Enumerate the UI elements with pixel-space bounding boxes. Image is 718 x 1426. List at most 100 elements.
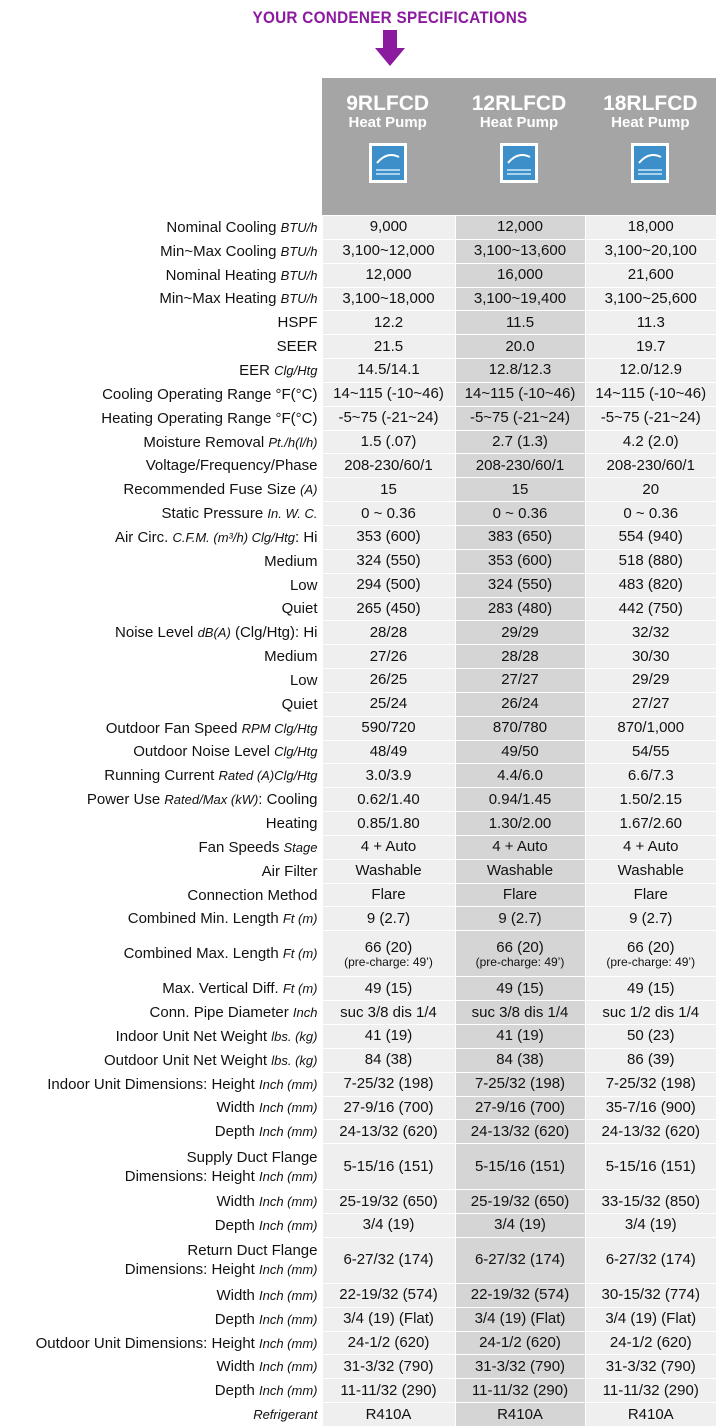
spec-value: R410A (584, 1402, 716, 1426)
value-text: 208-230/60/1 (475, 456, 565, 474)
spec-row: Indoor Unit Dimensions: Height Inch (mm)… (0, 1071, 716, 1097)
label-text: Voltage/Frequency/Phase (145, 457, 318, 475)
value-text: 15 (380, 480, 397, 498)
value-text: 49 (15) (496, 979, 544, 997)
model-name: 18RLFCD (603, 92, 698, 115)
value-text: 6.6/7.3 (627, 766, 674, 784)
label-unit: Inch (mm) (259, 1124, 318, 1140)
energy-star-icon (368, 143, 407, 183)
column-header: 9RLFCD Heat Pump (322, 78, 453, 215)
spec-value: 1.50/2.15 (584, 787, 716, 812)
spec-value: 84 (38) (321, 1047, 455, 1073)
spec-label: Medium (0, 645, 322, 669)
spec-label: Noise Level dB(A) (Clg/Htg): Hi (0, 621, 322, 645)
label-text: Min~Max Cooling (160, 242, 277, 260)
value-text: 6-27/32 (174) (605, 1251, 696, 1269)
label-line: Cooling Operating Range °F(°C) (0, 385, 317, 404)
spec-label: Moisture Removal Pt./h(l/h) (0, 430, 322, 454)
label-unit: Ft (m) (282, 946, 318, 962)
value-text: 25-19/32 (650) (339, 1192, 438, 1210)
spec-label: SEER (0, 335, 322, 359)
spec-value: 1.30/2.00 (454, 811, 585, 836)
spec-value: 49 (15) (454, 976, 585, 1001)
value-text: 48/49 (369, 742, 408, 760)
spec-value: 11.3 (584, 310, 716, 335)
spec-label: Quiet (0, 692, 322, 716)
value-text: Flare (371, 886, 406, 904)
spec-label: Outdoor Fan Speed RPM Clg/Htg (0, 716, 322, 740)
spec-row: Combined Max. Length Ft (m) 66 (20) (pre-c… (0, 930, 716, 977)
spec-value: 7-25/32 (198) (584, 1071, 716, 1097)
spec-value: 24-1/2 (620) (454, 1330, 585, 1355)
spec-label: Depth Inch (mm) (0, 1214, 322, 1238)
label-line: Outdoor Noise Level Clg/Htg (0, 742, 317, 761)
model-name: 9RLFCD (346, 92, 430, 115)
spec-value: 15 (321, 477, 455, 502)
spec-value: 353 (600) (454, 548, 585, 574)
label-line: Running Current Rated (A)Clg/Htg (0, 766, 317, 785)
spec-row: Width Inch (mm) 31-3/32 (790) 31-3/32 (790… (0, 1354, 716, 1379)
value-text: 294 (500) (356, 576, 421, 594)
spec-row: Noise Level dB(A) (Clg/Htg): Hi 28/28 29/2… (0, 620, 716, 645)
value-text: 86 (39) (626, 1051, 675, 1069)
spec-value: 5-15/16 (151) (321, 1143, 455, 1190)
spec-row: Quiet 25/24 26/24 27/27 (0, 691, 716, 717)
spec-value: 0.94/1.45 (454, 787, 585, 812)
value-text: suc 3/8 dis 1/4 (340, 1003, 437, 1021)
value-text: 25/24 (369, 695, 408, 713)
spec-value: 25-19/32 (650) (321, 1189, 455, 1214)
header: 9RLFCD Heat Pump 12RLFCD Heat Pump 18RLFCD He… (322, 78, 716, 215)
label-text: Min~Max Heating (159, 290, 277, 308)
value-text: 9 (2.7) (498, 909, 542, 927)
spec-label: Static Pressure In. W. C. (0, 502, 322, 526)
value-text: 33-15/32 (850) (601, 1192, 700, 1210)
spec-label: Recommended Fuse Size (A) (0, 478, 322, 502)
value-note: (pre-charge: 49’) (344, 954, 433, 969)
value-text: 7-25/32 (198) (474, 1075, 566, 1093)
spec-value: 3/4 (19) (Flat) (454, 1306, 585, 1332)
label-text: Width (216, 1286, 255, 1304)
spec-value: suc 3/8 dis 1/4 (454, 1000, 585, 1025)
spec-value: 3/4 (19) (Flat) (584, 1306, 716, 1332)
spec-value: 3/4 (19) (454, 1213, 585, 1238)
value-text: 4 + Auto (492, 838, 548, 856)
label-text: Running Current (104, 767, 215, 785)
label-line: Depth Inch (mm) (0, 1216, 318, 1235)
value-text: 4 + Auto (360, 838, 417, 856)
spec-row: HSPF 12.2 11.5 11.3 (0, 310, 716, 335)
value-text: R410A (627, 1405, 674, 1423)
value-text: 283 (480) (487, 599, 553, 617)
label-text: Fan Speeds (198, 838, 280, 856)
value-text: 0.94/1.45 (488, 790, 552, 808)
spec-value: 265 (450) (321, 596, 455, 621)
spec-row: Indoor Unit Net Weight lbs. (kg) 41 (19) 4… (0, 1024, 716, 1049)
spec-value: 30/30 (584, 644, 716, 669)
value-text: 3,100~13,600 (473, 242, 567, 260)
label-line: Quiet (0, 599, 318, 618)
spec-row: Medium 27/26 28/28 30/30 (0, 644, 716, 669)
spec-value: 483 (820) (584, 572, 716, 597)
spec-value: Washable (321, 858, 455, 884)
value-text: Washable (355, 862, 422, 880)
label-text: Heating (265, 815, 318, 833)
spec-label: Heating (0, 812, 322, 836)
spec-value: 12.2 (321, 310, 455, 335)
spec-label: Cooling Operating Range °F(°C) (0, 382, 322, 406)
label-unit: BTU/h (280, 219, 318, 235)
spec-value: 28/28 (321, 620, 455, 645)
label-line: Power Use Rated/Max (kW): Cooling (0, 790, 318, 809)
spec-value: suc 3/8 dis 1/4 (321, 1000, 455, 1025)
spec-label: Outdoor Noise Level Clg/Htg (0, 740, 322, 764)
value-text: 22-19/32 (574) (339, 1286, 438, 1304)
value-text: 20 (642, 480, 660, 498)
label-text: Outdoor Noise Level (133, 743, 270, 761)
value-note: (pre-charge: 49’) (475, 954, 565, 969)
value-text: 27/27 (501, 671, 539, 689)
value-text: 66 (20) (626, 938, 675, 956)
value-text: 14~115 (-10~46) (464, 385, 576, 403)
spec-row: Refrigerant R410A R410A R410A (0, 1402, 716, 1426)
label-line: Heating (0, 814, 318, 833)
spec-row: Voltage/Frequency/Phase 208-230/60/1 208-2… (0, 453, 716, 478)
label-line: Noise Level dB(A) (Clg/Htg): Hi (0, 623, 317, 642)
spec-value: 3,100~18,000 (321, 286, 455, 311)
